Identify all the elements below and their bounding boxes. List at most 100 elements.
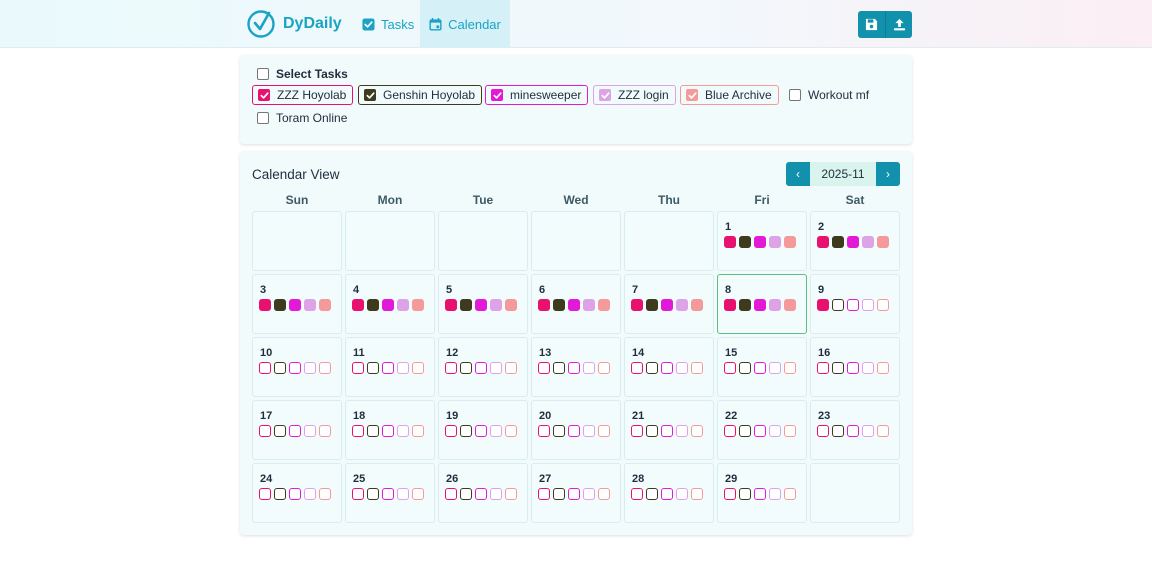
task-pending-marker[interactable]	[724, 488, 736, 500]
task-pending-marker[interactable]	[877, 362, 889, 374]
task-done-marker[interactable]	[412, 299, 424, 311]
task-pending-marker[interactable]	[367, 362, 379, 374]
calendar-day-cell[interactable]: 14	[624, 337, 714, 397]
task-done-marker[interactable]	[661, 299, 673, 311]
task-pending-marker[interactable]	[817, 425, 829, 437]
task-pending-marker[interactable]	[847, 425, 859, 437]
task-pending-marker[interactable]	[724, 362, 736, 374]
task-pending-marker[interactable]	[460, 362, 472, 374]
calendar-day-cell[interactable]: 7	[624, 274, 714, 334]
task-done-marker[interactable]	[769, 299, 781, 311]
task-pending-marker[interactable]	[583, 425, 595, 437]
calendar-day-cell[interactable]: 25	[345, 463, 435, 523]
calendar-day-cell[interactable]: 10	[252, 337, 342, 397]
task-pending-marker[interactable]	[769, 425, 781, 437]
task-done-marker[interactable]	[598, 299, 610, 311]
calendar-day-cell[interactable]: 4	[345, 274, 435, 334]
calendar-day-cell[interactable]: 16	[810, 337, 900, 397]
calendar-day-cell[interactable]: 22	[717, 400, 807, 460]
checkbox-box[interactable]	[257, 112, 269, 124]
calendar-day-cell[interactable]: 6	[531, 274, 621, 334]
calendar-day-cell[interactable]: 20	[531, 400, 621, 460]
task-pending-marker[interactable]	[691, 488, 703, 500]
calendar-day-cell[interactable]: 17	[252, 400, 342, 460]
save-button[interactable]	[858, 11, 885, 38]
task-pending-marker[interactable]	[274, 362, 286, 374]
task-done-marker[interactable]	[754, 236, 766, 248]
task-done-marker[interactable]	[505, 299, 517, 311]
calendar-day-cell[interactable]: 21	[624, 400, 714, 460]
task-pending-marker[interactable]	[862, 362, 874, 374]
task-checkbox-blue-archive[interactable]: Blue Archive	[680, 85, 779, 105]
task-pending-marker[interactable]	[568, 425, 580, 437]
task-done-marker[interactable]	[676, 299, 688, 311]
task-done-marker[interactable]	[691, 299, 703, 311]
task-pending-marker[interactable]	[553, 488, 565, 500]
task-pending-marker[interactable]	[505, 362, 517, 374]
task-pending-marker[interactable]	[289, 488, 301, 500]
task-pending-marker[interactable]	[877, 425, 889, 437]
task-done-marker[interactable]	[445, 299, 457, 311]
task-pending-marker[interactable]	[817, 362, 829, 374]
task-done-marker[interactable]	[583, 299, 595, 311]
task-done-marker[interactable]	[724, 236, 736, 248]
task-pending-marker[interactable]	[445, 488, 457, 500]
task-pending-marker[interactable]	[739, 488, 751, 500]
calendar-day-cell[interactable]: 29	[717, 463, 807, 523]
calendar-day-cell[interactable]: 12	[438, 337, 528, 397]
task-pending-marker[interactable]	[304, 488, 316, 500]
checkbox-box[interactable]	[258, 89, 270, 101]
task-pending-marker[interactable]	[382, 362, 394, 374]
task-pending-marker[interactable]	[367, 488, 379, 500]
task-pending-marker[interactable]	[832, 425, 844, 437]
task-done-marker[interactable]	[475, 299, 487, 311]
calendar-day-cell[interactable]: 2	[810, 211, 900, 271]
task-pending-marker[interactable]	[877, 299, 889, 311]
task-pending-marker[interactable]	[397, 488, 409, 500]
task-pending-marker[interactable]	[382, 425, 394, 437]
task-pending-marker[interactable]	[631, 425, 643, 437]
task-pending-marker[interactable]	[259, 425, 271, 437]
task-pending-marker[interactable]	[661, 362, 673, 374]
task-pending-marker[interactable]	[352, 362, 364, 374]
task-pending-marker[interactable]	[676, 362, 688, 374]
task-done-marker[interactable]	[784, 299, 796, 311]
task-checkbox-toram-online[interactable]: Toram Online	[257, 108, 347, 128]
task-done-marker[interactable]	[382, 299, 394, 311]
task-pending-marker[interactable]	[583, 362, 595, 374]
task-checkbox-minesweeper[interactable]: minesweeper	[485, 85, 589, 105]
task-pending-marker[interactable]	[412, 362, 424, 374]
calendar-day-cell[interactable]: 9	[810, 274, 900, 334]
task-pending-marker[interactable]	[739, 425, 751, 437]
task-pending-marker[interactable]	[274, 488, 286, 500]
task-pending-marker[interactable]	[553, 362, 565, 374]
task-pending-marker[interactable]	[319, 488, 331, 500]
calendar-day-cell[interactable]: 5	[438, 274, 528, 334]
task-done-marker[interactable]	[553, 299, 565, 311]
task-pending-marker[interactable]	[475, 488, 487, 500]
calendar-day-cell[interactable]: 26	[438, 463, 528, 523]
task-pending-marker[interactable]	[274, 425, 286, 437]
brand-logo[interactable]: DyDaily	[246, 9, 342, 39]
calendar-day-cell[interactable]: 18	[345, 400, 435, 460]
task-pending-marker[interactable]	[832, 299, 844, 311]
task-pending-marker[interactable]	[691, 425, 703, 437]
task-done-marker[interactable]	[739, 236, 751, 248]
task-done-marker[interactable]	[274, 299, 286, 311]
task-pending-marker[interactable]	[724, 425, 736, 437]
calendar-day-cell[interactable]: 28	[624, 463, 714, 523]
calendar-day-cell[interactable]: 19	[438, 400, 528, 460]
task-done-marker[interactable]	[832, 236, 844, 248]
task-pending-marker[interactable]	[553, 425, 565, 437]
task-pending-marker[interactable]	[490, 488, 502, 500]
task-pending-marker[interactable]	[661, 488, 673, 500]
task-pending-marker[interactable]	[568, 362, 580, 374]
next-month-button[interactable]: ›	[876, 162, 900, 186]
upload-button[interactable]	[885, 11, 912, 38]
task-pending-marker[interactable]	[691, 362, 703, 374]
task-pending-marker[interactable]	[598, 488, 610, 500]
checkbox-box[interactable]	[789, 89, 801, 101]
task-pending-marker[interactable]	[784, 488, 796, 500]
task-done-marker[interactable]	[724, 299, 736, 311]
calendar-day-cell[interactable]: 15	[717, 337, 807, 397]
